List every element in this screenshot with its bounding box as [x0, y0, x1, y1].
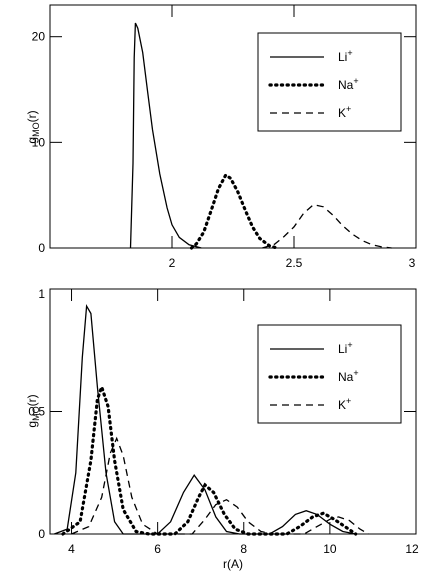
chart-panel-1: 2 2.5 3 0 10 20 gMO(r) Li+ Na+ K+	[25, 4, 417, 270]
x-tick-label: 3	[409, 256, 416, 270]
series-line-k	[71, 436, 369, 535]
series-line-k	[262, 203, 392, 249]
y-tick-label: 0	[38, 527, 45, 541]
y-axis-label: gMO(r)	[25, 394, 41, 427]
y-tick-label: 10	[32, 135, 46, 149]
y-axis-label: gMO(r)	[25, 110, 41, 143]
series-line-na	[189, 172, 279, 250]
series-line-li	[54, 303, 356, 535]
x-tick-label: 10	[323, 542, 337, 556]
legend-box	[257, 32, 402, 132]
x-tick-label: 2.5	[286, 256, 303, 270]
legend-box	[257, 324, 402, 424]
legend-label-na: Na+	[338, 368, 359, 384]
y-tick-label: 0	[38, 241, 45, 255]
x-tick-label: 4	[68, 542, 75, 556]
x-tick-label: 12	[405, 542, 419, 556]
chart-panel-2: 4 6 8 10 12 0 0.5 1 gMO(r) r(A) Li+ Na+ K+	[25, 287, 419, 571]
x-tick-label: 6	[154, 542, 161, 556]
legend: Li+ Na+ K+	[257, 32, 402, 132]
legend-label-li: Li+	[338, 48, 353, 64]
legend-label-k: K+	[338, 396, 351, 412]
y-tick-label: 20	[32, 30, 46, 44]
legend-label-li: Li+	[338, 340, 353, 356]
series-line-li	[129, 22, 202, 249]
x-tick-label: 8	[240, 542, 247, 556]
y-tick-label: 1	[38, 287, 45, 301]
legend-label-na: Na+	[338, 76, 359, 92]
plot-frame	[49, 4, 417, 249]
legend: Li+ Na+ K+	[257, 324, 402, 424]
legend-label-k: K+	[338, 104, 351, 120]
series-line-na	[61, 382, 358, 536]
x-tick-label: 2	[169, 256, 176, 270]
y-tick-label: 0.5	[28, 405, 45, 419]
x-axis-label: r(A)	[223, 557, 243, 571]
